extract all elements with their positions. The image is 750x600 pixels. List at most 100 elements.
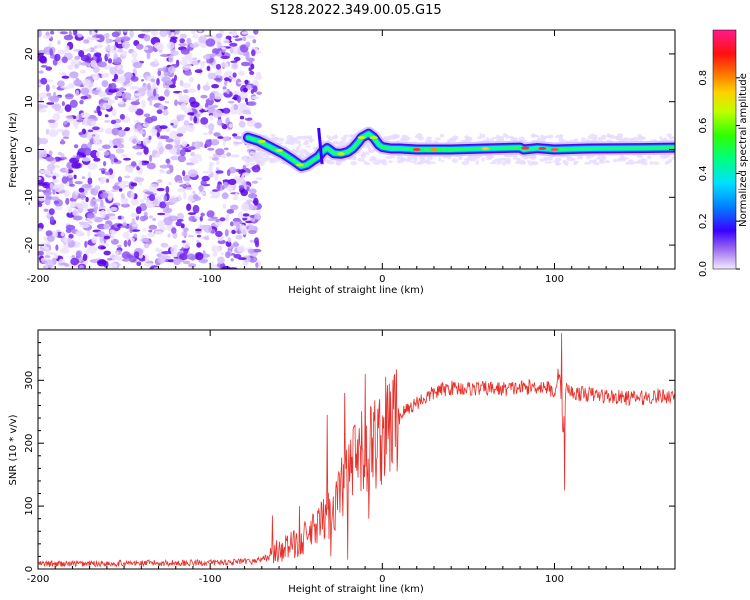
noise-speckle [38,151,44,159]
noise-speckle [49,216,55,224]
snr-plot-area [38,330,675,569]
noise-speckle [60,138,65,145]
noise-speckle [222,38,230,44]
noise-speckle [176,114,186,118]
halo-speckle [505,134,510,139]
noise-speckle [143,211,148,217]
noise-speckle [209,92,215,101]
noise-speckle [163,195,168,202]
halo-speckle [343,134,350,138]
noise-speckle [200,212,205,217]
noise-speckle [100,246,107,250]
halo-speckle [518,136,525,141]
halo-speckle [675,145,679,147]
halo-speckle [413,162,422,165]
noise-speckle [108,88,118,93]
noise-speckle [45,230,53,237]
halo-speckle [410,160,417,163]
noise-speckle [125,184,129,188]
noise-speckle [213,92,224,100]
noise-speckle [215,170,224,174]
noise-speckle [47,119,56,124]
noise-speckle [38,103,44,111]
noise-speckle [78,187,85,193]
noise-speckle [78,131,84,136]
halo-speckle [309,138,313,144]
noise-speckle [132,145,142,150]
noise-speckle [198,35,207,44]
noise-speckle [81,183,92,189]
noise-speckle [178,92,183,101]
halo-speckle [467,136,473,141]
y-tick-label: 10 [24,95,35,108]
noise-speckle [95,34,105,43]
noise-speckle [120,193,125,200]
noise-speckle [158,146,164,155]
noise-speckle [232,196,238,201]
noise-speckle [68,183,75,187]
halo-speckle [435,137,441,141]
noise-speckle [222,86,227,90]
noise-speckle [189,115,193,122]
noise-speckle [208,130,213,135]
noise-speckle [183,175,191,182]
noise-speckle [104,114,109,118]
noise-speckle [69,99,78,109]
noise-speckle [192,34,199,39]
noise-speckle [111,108,117,117]
noise-speckle [248,162,256,166]
noise-speckle [225,251,231,259]
noise-speckle [202,84,211,91]
noise-speckle [136,261,142,267]
noise-speckle [212,252,218,257]
halo-speckle [594,134,598,140]
noise-speckle [217,70,222,77]
noise-speckle [86,212,95,219]
halo-speckle [382,160,388,166]
halo-speckle [663,154,670,159]
x-tick-label: -200 [27,274,50,285]
noise-speckle [118,100,125,105]
noise-speckle [114,118,122,124]
halo-speckle [439,133,445,138]
noise-speckle [40,65,48,68]
halo-speckle [302,142,310,146]
noise-speckle [75,250,82,259]
noise-speckle [184,149,192,153]
noise-speckle [51,84,56,89]
noise-speckle [221,185,225,190]
ridge-hotspot [369,136,378,140]
noise-speckle [217,118,223,126]
halo-speckle [540,135,547,140]
halo-speckle [513,137,519,140]
noise-speckle [138,159,143,168]
halo-speckle [312,146,316,150]
noise-speckle [237,95,241,104]
halo-speckle [245,158,252,163]
noise-speckle [78,114,82,123]
noise-speckle [209,162,214,167]
noise-speckle [84,240,88,248]
halo-speckle [659,136,663,139]
noise-speckle [46,246,50,255]
noise-speckle [170,36,178,40]
noise-speckle [83,147,92,156]
noise-speckle [222,179,230,183]
noise-speckle [207,72,216,80]
halo-speckle [593,159,598,163]
halo-speckle [396,159,404,164]
halo-speckle [492,136,497,139]
noise-speckle [201,175,210,182]
noise-speckle [209,139,220,146]
noise-speckle [80,95,88,100]
noise-speckle [242,87,248,93]
halo-speckle [432,161,436,165]
noise-speckle [211,245,221,253]
noise-speckle [193,141,202,150]
noise-speckle [120,180,130,185]
noise-speckle [119,87,125,93]
noise-speckle [54,206,63,211]
noise-speckle [139,131,145,135]
noise-speckle [107,194,113,201]
noise-speckle [231,229,236,235]
